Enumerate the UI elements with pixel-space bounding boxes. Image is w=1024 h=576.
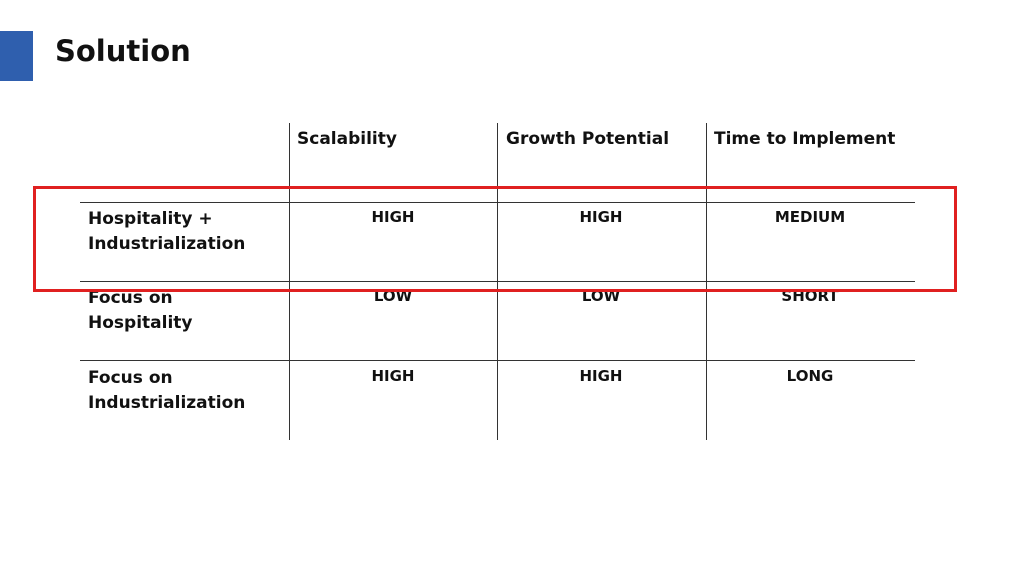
row-label: Focus on Industrialization [88, 368, 246, 413]
row-line [80, 281, 915, 282]
column-header: Growth Potential [506, 129, 670, 149]
cell-value: HIGH [579, 367, 623, 385]
accent-bar [0, 31, 33, 81]
row-line [80, 360, 915, 361]
title: Solution [55, 34, 191, 68]
cell-value: HIGH [371, 367, 415, 385]
cell-value: MEDIUM [774, 208, 846, 226]
column-header: Time to Implement [714, 129, 896, 149]
column-header: Scalability [297, 129, 397, 149]
row-line [80, 202, 915, 203]
cell-value: HIGH [579, 208, 623, 226]
cell-value: LONG [786, 367, 834, 385]
highlight-box [33, 186, 957, 292]
cell-value: HIGH [371, 208, 415, 226]
row-label: Focus on Hospitality [88, 288, 193, 333]
row-label: Hospitality + Industrialization [88, 209, 246, 254]
